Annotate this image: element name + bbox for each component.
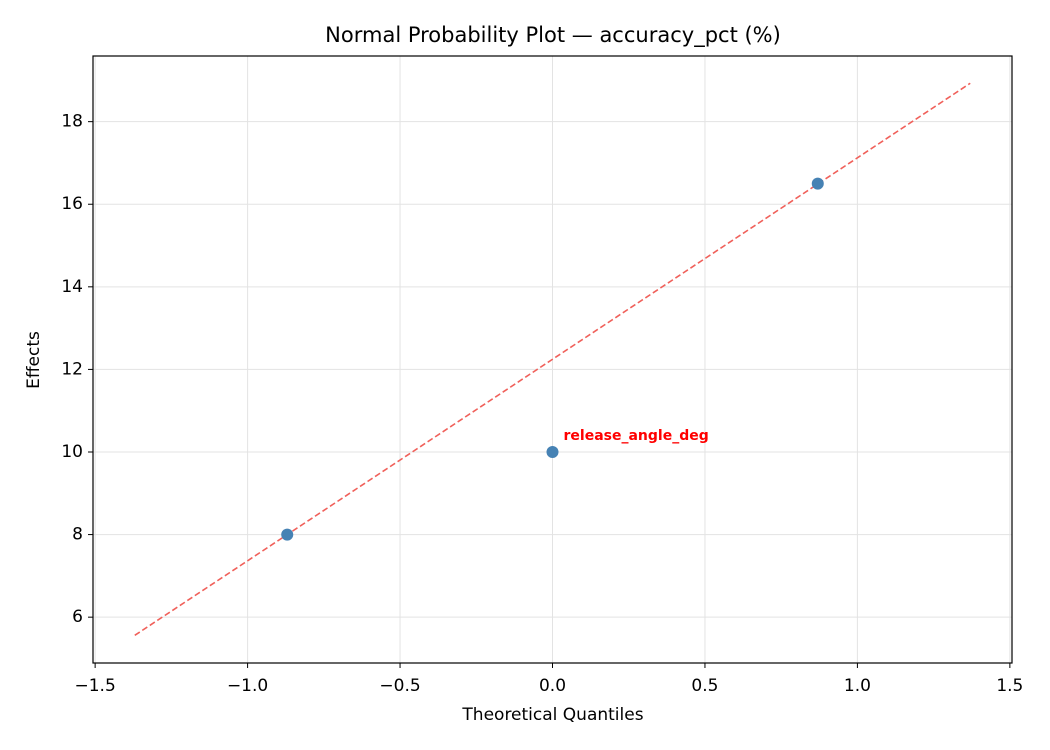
x-tick-label: −1.5 bbox=[74, 676, 115, 696]
x-tick-label: −1.0 bbox=[227, 676, 268, 696]
y-tick-label: 18 bbox=[61, 112, 83, 132]
reference-line bbox=[134, 82, 971, 637]
plot bbox=[134, 82, 971, 637]
y-tick-label: 6 bbox=[72, 607, 83, 627]
y-tick-label: 14 bbox=[61, 277, 83, 297]
point bbox=[811, 177, 824, 190]
x-tick-label: 0.0 bbox=[539, 676, 566, 696]
x-tick-label: 1.5 bbox=[996, 676, 1023, 696]
x-axis-label: Theoretical Quantiles bbox=[461, 705, 643, 725]
x-tick-label: 1.0 bbox=[844, 676, 871, 696]
y-axis-label: Effects bbox=[24, 331, 44, 389]
x-tick-label: −0.5 bbox=[379, 676, 420, 696]
x-tick-label: 0.5 bbox=[691, 676, 718, 696]
y-tick-label: 16 bbox=[61, 194, 83, 214]
point bbox=[546, 445, 559, 458]
y-tick-label: 12 bbox=[61, 359, 83, 379]
annotation: release_angle_deg bbox=[564, 428, 709, 444]
chart-title: Normal Probability Plot — accuracy_pct (… bbox=[325, 23, 781, 48]
point bbox=[281, 528, 294, 541]
y-tick-label: 10 bbox=[61, 442, 83, 462]
y-tick-label: 8 bbox=[72, 525, 83, 545]
